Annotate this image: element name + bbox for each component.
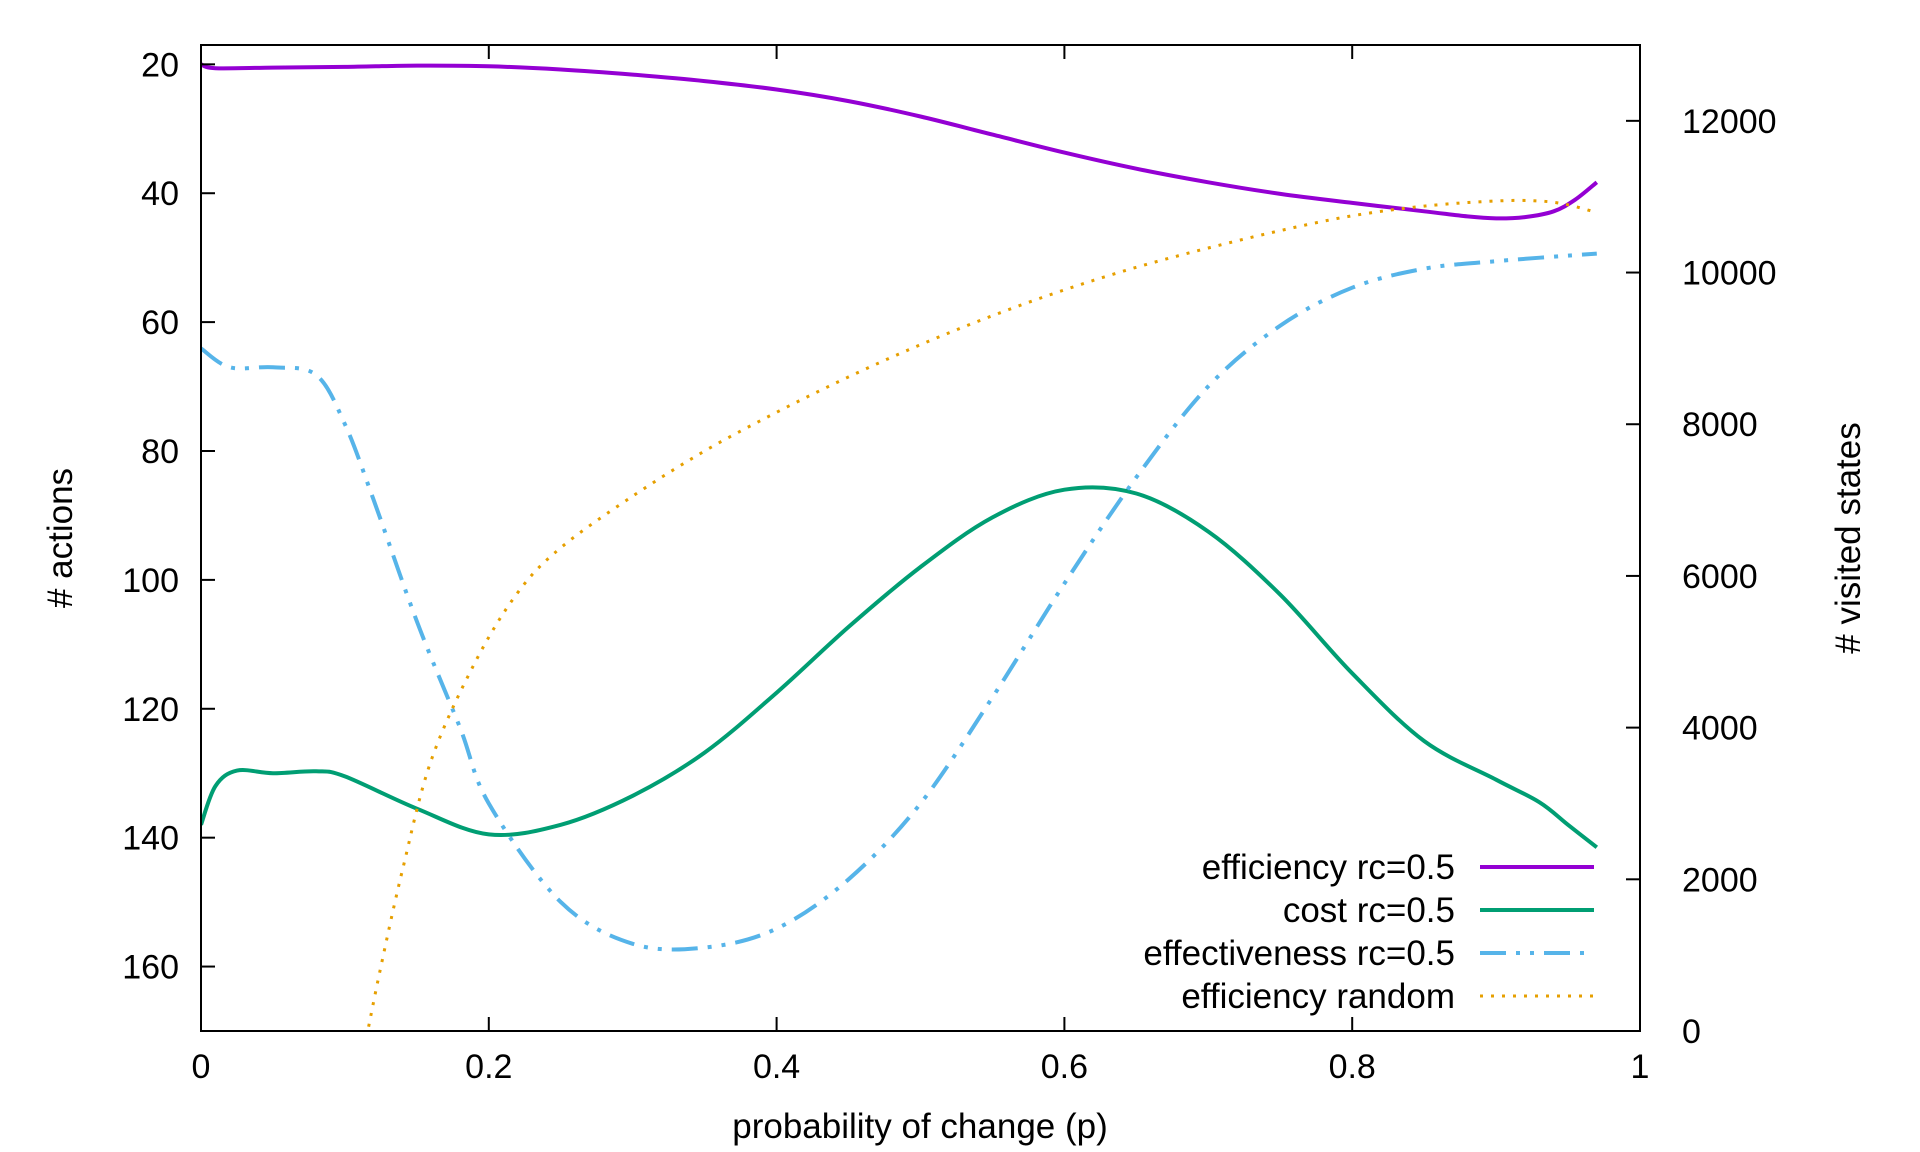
series-line-3	[366, 198, 1598, 1031]
x-tick-label: 0	[192, 1048, 211, 1086]
y2-tick-label: 12000	[1682, 103, 1777, 141]
y-tick-label: 40	[141, 175, 179, 213]
x-axis-title: probability of change (p)	[732, 1107, 1108, 1146]
series-line-2	[201, 251, 1597, 952]
x-tick-label: 1	[1631, 1048, 1650, 1086]
y2-tick-label: 2000	[1682, 861, 1758, 899]
y-tick-label: 100	[122, 562, 179, 600]
y-tick-label: 20	[141, 46, 179, 84]
x-tick-label: 0.2	[465, 1048, 512, 1086]
y-axis-title: # actions	[41, 468, 80, 608]
legend: efficiency rc=0.5 cost rc=0.5 effectivenes…	[1143, 848, 1594, 1016]
plot-frame	[200, 44, 1641, 1032]
y-tick-label: 120	[122, 691, 179, 729]
x-tick-label: 0.8	[1329, 1048, 1376, 1086]
axis-layer: 0 0.2 0.4 0.6 0.8 120406080100120140160020004…	[122, 45, 1777, 1086]
y2-tick-label: 0	[1682, 1013, 1701, 1051]
legend-label: cost rc=0.5	[1283, 891, 1455, 930]
y2-tick-label: 10000	[1682, 255, 1777, 293]
y2-tick-label: 8000	[1682, 406, 1758, 444]
legend-label: efficiency random	[1181, 977, 1455, 1016]
series-layer	[201, 62, 1599, 1031]
y-tick-label: 140	[122, 820, 179, 858]
y-tick-label: 80	[141, 433, 179, 471]
y2-tick-label: 6000	[1682, 558, 1758, 596]
legend-label: effectiveness rc=0.5	[1143, 934, 1455, 973]
x-tick-label: 0.6	[1041, 1048, 1088, 1086]
y2-tick-label: 4000	[1682, 710, 1758, 748]
series-line-0	[201, 62, 1599, 221]
y-tick-label: 160	[122, 949, 179, 987]
series-line-1	[201, 485, 1599, 849]
legend-label: efficiency rc=0.5	[1202, 848, 1455, 887]
y-tick-label: 60	[141, 304, 179, 342]
x-tick-label: 0.4	[753, 1048, 800, 1086]
y2-axis-title: # visited states	[1829, 422, 1868, 654]
